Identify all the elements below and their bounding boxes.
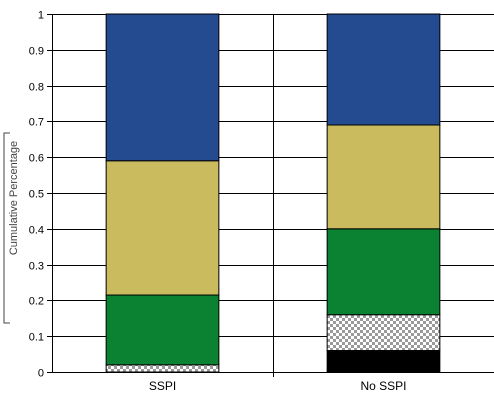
bar-segment-3: [326, 228, 441, 316]
bar-segment-3: [105, 294, 220, 366]
axes: [47, 14, 494, 373]
y-tick-label: 0.6: [29, 153, 44, 165]
x-category-label: No SSPI: [360, 379, 406, 393]
y-tick-label: 0: [38, 368, 44, 380]
y-axis-title-bracket: [3, 132, 10, 324]
y-axis-title-group: Cumulative Percentage: [3, 132, 20, 324]
y-tick-label: 0.1: [29, 332, 44, 344]
y-tick-label: 0.5: [29, 189, 44, 201]
y-tick-label: 0.2: [29, 296, 44, 308]
y-tick-label: 0.4: [29, 225, 44, 237]
bar-segment-4: [326, 124, 441, 230]
x-category-labels: SSPI No SSPI: [149, 379, 407, 393]
y-tick-label: 0.9: [29, 46, 44, 58]
y-tick-label: 1: [38, 10, 44, 22]
bar-segment-2: [105, 364, 220, 373]
bar-segment-5: [105, 13, 220, 162]
bar-segment-2: [326, 314, 441, 352]
x-category-label: SSPI: [149, 379, 176, 393]
bar-segment-5: [326, 13, 441, 126]
bar-segment-1: [326, 350, 441, 373]
bar-segment-4: [105, 160, 220, 296]
y-tick-label: 0.7: [29, 117, 44, 129]
y-tick-label: 0.8: [29, 82, 44, 94]
y-axis-title: Cumulative Percentage: [8, 141, 20, 255]
bars: [105, 13, 441, 373]
y-tick-labels: 0 0.1 0.2 0.3 0.4 0.5 0.6 0.7 0.8 0.9 1: [29, 10, 44, 380]
y-tick-label: 0.3: [29, 261, 44, 273]
